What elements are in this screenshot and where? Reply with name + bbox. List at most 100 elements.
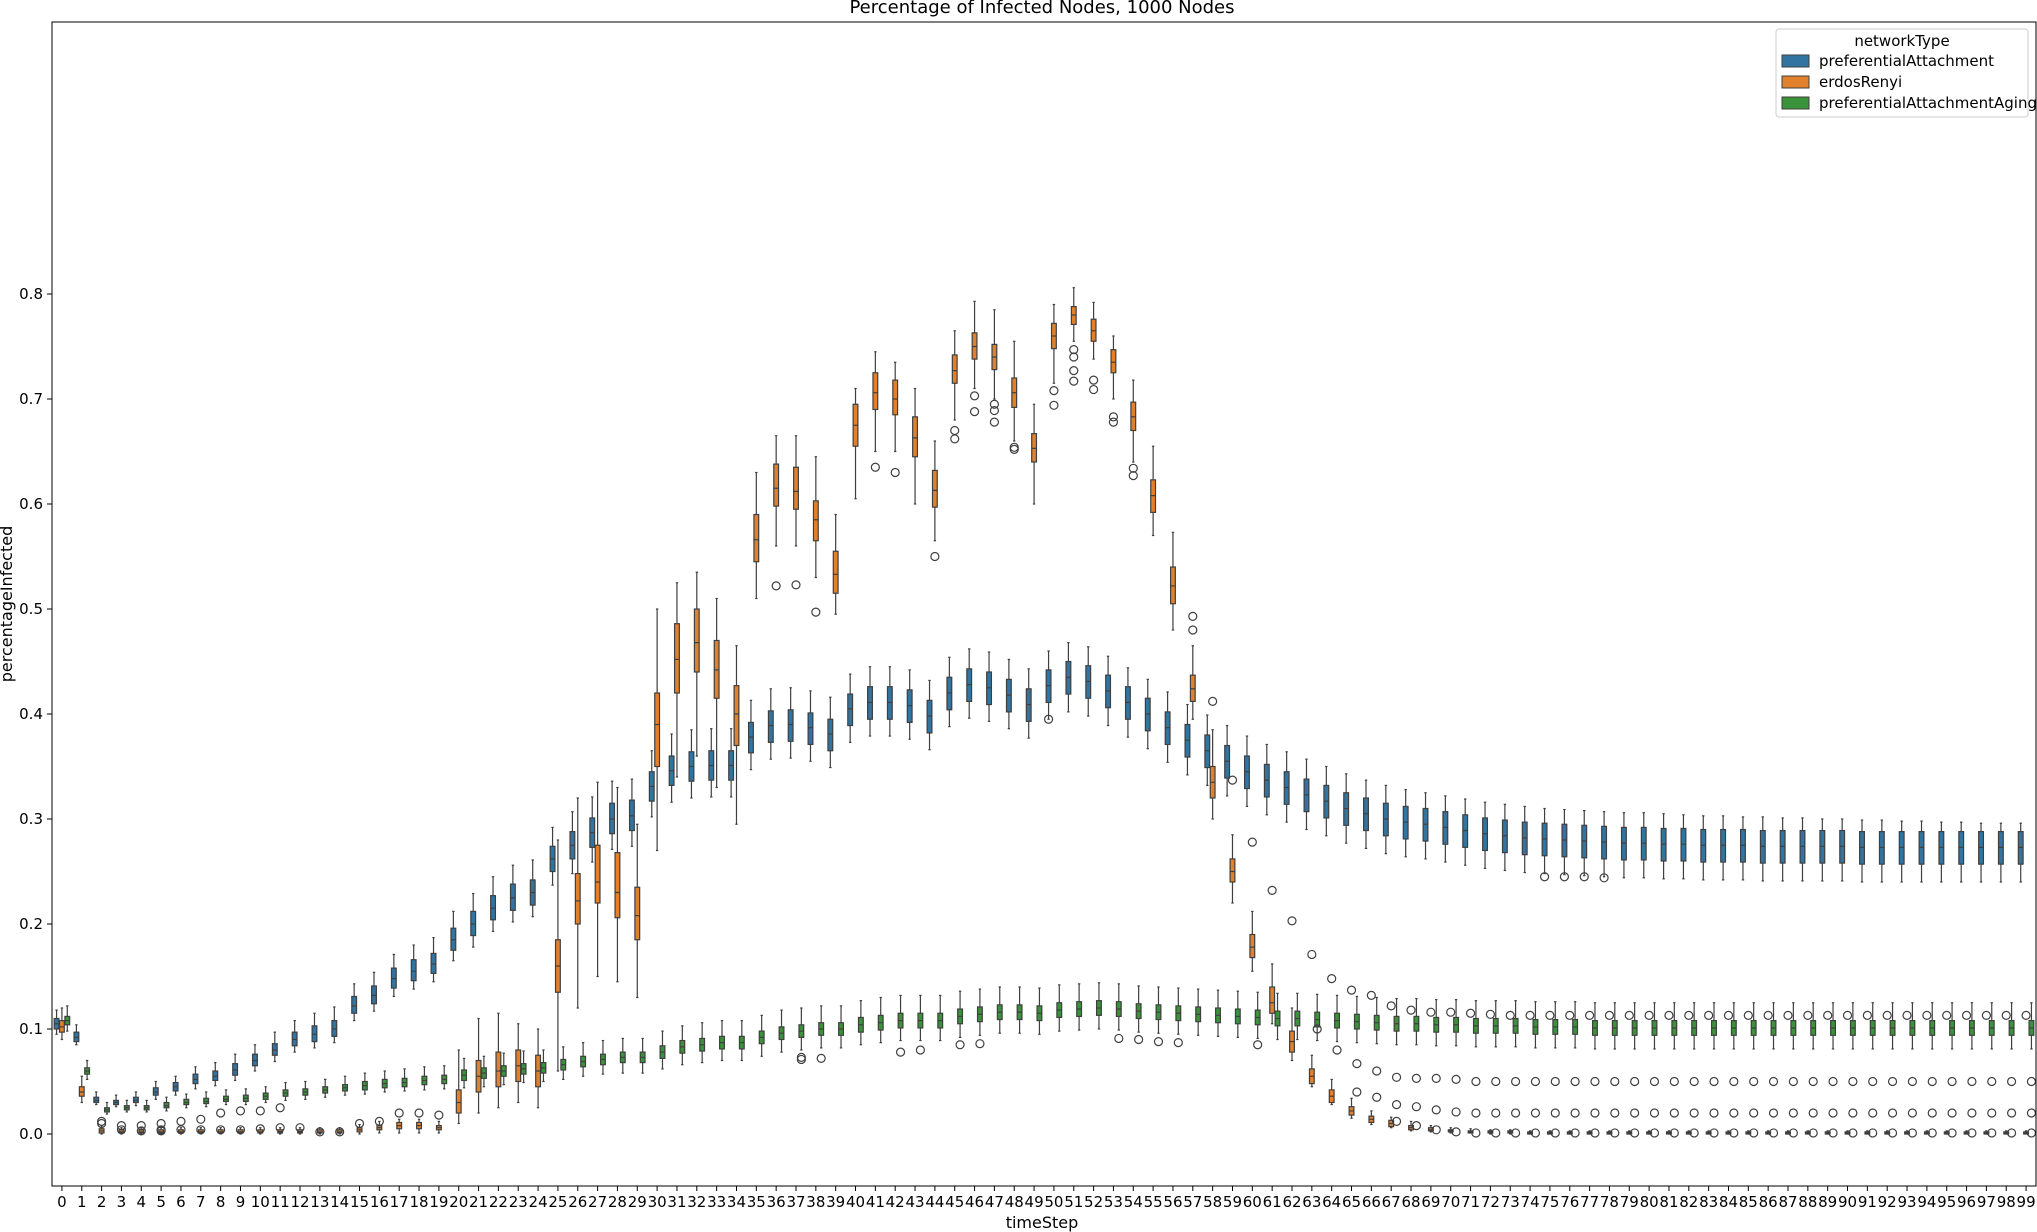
y-tick-label: 0.1: [19, 1020, 43, 1038]
box-preferentialAttachment-14: [331, 1006, 338, 1044]
box-preferentialAttachmentAging-10: [262, 1086, 269, 1104]
box-preferentialAttachmentAging-25: [560, 1046, 567, 1081]
box-erdosRenyi-14: [335, 1127, 345, 1137]
box-iqr: [892, 379, 899, 416]
x-tick-label: 85: [1739, 1193, 1758, 1211]
outlier-point: [1346, 985, 1357, 995]
x-tick-label: 10: [251, 1193, 270, 1211]
box-preferentialAttachment-10: [251, 1044, 258, 1072]
outlier-point: [915, 1045, 925, 1055]
x-tick-label: 9: [236, 1193, 246, 1211]
outlier-point: [1669, 1076, 1679, 1087]
box-preferentialAttachment-94: [1918, 820, 1925, 883]
box-preferentialAttachment-36: [767, 688, 774, 760]
box-preferentialAttachmentAging-9: [242, 1088, 249, 1106]
y-tick-label: 0.0: [19, 1125, 43, 1143]
box-preferentialAttachmentAging-17: [401, 1068, 408, 1092]
x-tick-label: 32: [687, 1193, 706, 1211]
box-erdosRenyi-73: [1505, 1010, 1515, 1135]
box-erdosRenyi-93: [1902, 1010, 1912, 1135]
outlier-point: [1267, 885, 1277, 896]
x-tick-label: 21: [469, 1193, 488, 1211]
outlier-point: [2006, 1076, 2017, 1087]
box-preferentialAttachment-60: [1243, 735, 1250, 808]
outlier-point: [1987, 1076, 1997, 1087]
box-preferentialAttachment-66: [1363, 779, 1369, 850]
box-erdosRenyi-2: [96, 1116, 107, 1135]
box-preferentialAttachmentAging-94: [1927, 1002, 1937, 1138]
x-tick-label: 89: [1818, 1193, 1837, 1211]
outlier-point: [1188, 625, 1198, 635]
x-tick-label: 35: [747, 1193, 766, 1211]
outlier-point: [1539, 872, 1550, 882]
box-preferentialAttachmentAging-91: [1868, 1002, 1878, 1138]
x-tick-label: 88: [1798, 1193, 1817, 1211]
box-preferentialAttachment-47: [986, 651, 993, 722]
outlier-point: [315, 1127, 325, 1137]
outlier-point: [1352, 1059, 1362, 1069]
x-tick-label: 41: [866, 1193, 885, 1211]
outlier-point: [1426, 1007, 1436, 1017]
x-tick-label: 91: [1858, 1193, 1877, 1211]
box-preferentialAttachmentAging-75: [1550, 1001, 1560, 1138]
box-erdosRenyi-29: [634, 823, 641, 999]
x-tick-label: 90: [1838, 1193, 1857, 1211]
box-erdosRenyi-55: [1150, 445, 1157, 537]
outlier-point: [1471, 1128, 1481, 1138]
box-preferentialAttachmentAging-86: [1768, 1002, 1779, 1138]
box-preferentialAttachmentAging-33: [719, 1019, 725, 1062]
outlier-point: [1108, 417, 1119, 427]
x-tick-label: 24: [529, 1193, 548, 1211]
box-erdosRenyi-50: [1049, 303, 1059, 410]
outlier-point: [1729, 1076, 1739, 1087]
box-preferentialAttachment-31: [668, 733, 675, 803]
outlier-point: [1763, 1010, 1773, 1020]
outlier-point: [1069, 345, 1079, 355]
box-erdosRenyi-20: [455, 1049, 462, 1125]
box-preferentialAttachmentAging-40: [857, 1000, 864, 1046]
box-preferentialAttachment-64: [1323, 765, 1330, 837]
box-preferentialAttachmentAging-57: [1195, 988, 1202, 1036]
box-preferentialAttachmentAging-43: [915, 994, 925, 1055]
box-preferentialAttachment-43: [906, 669, 913, 740]
box-preferentialAttachmentAging-83: [1709, 1002, 1719, 1138]
outlier-point: [196, 1125, 206, 1135]
x-tick-label: 17: [390, 1193, 409, 1211]
outlier-point: [1590, 1108, 1600, 1118]
outlier-point: [1565, 1010, 1575, 1020]
x-tick-label: 64: [1322, 1193, 1341, 1211]
outlier-point: [1411, 1120, 1421, 1131]
box-preferentialAttachment-74: [1521, 805, 1528, 874]
box-erdosRenyi-68: [1406, 1005, 1416, 1132]
box-preferentialAttachmentAging-84: [1729, 1002, 1739, 1138]
box-preferentialAttachmentAging-56: [1173, 987, 1183, 1048]
box-iqr: [872, 372, 879, 411]
outlier-point: [1372, 1066, 1382, 1076]
box-erdosRenyi-42: [890, 361, 900, 478]
box-erdosRenyi-64: [1327, 973, 1337, 1106]
outlier-point: [1967, 1076, 1977, 1087]
y-tick-label: 0.6: [19, 495, 43, 513]
box-preferentialAttachmentAging-72: [1491, 1000, 1501, 1138]
y-tick-label: 0.5: [19, 600, 43, 618]
box-preferentialAttachment-17: [390, 953, 397, 998]
box-preferentialAttachmentAging-8: [223, 1089, 229, 1106]
box-preferentialAttachment-29: [628, 778, 635, 847]
outlier-point: [1471, 1108, 1481, 1118]
box-erdosRenyi-33: [713, 597, 720, 789]
box-preferentialAttachment-4: [132, 1091, 139, 1107]
box-preferentialAttachmentAging-46: [975, 988, 985, 1049]
x-tick-label: 26: [568, 1193, 587, 1211]
box-preferentialAttachmentAging-19: [441, 1065, 448, 1090]
outlier-point: [1828, 1076, 1838, 1087]
x-tick-label: 82: [1679, 1193, 1698, 1211]
x-tick-label: 81: [1659, 1193, 1678, 1211]
x-tick-label: 76: [1560, 1193, 1579, 1211]
box-erdosRenyi-36: [771, 435, 781, 591]
outlier-point: [1406, 1005, 1416, 1015]
box-preferentialAttachment-18: [410, 944, 417, 990]
outlier-point: [2006, 1128, 2017, 1138]
outlier-point: [1114, 1033, 1124, 1044]
box-preferentialAttachmentAging-53: [1114, 983, 1124, 1044]
box-preferentialAttachment-79: [1620, 812, 1627, 879]
